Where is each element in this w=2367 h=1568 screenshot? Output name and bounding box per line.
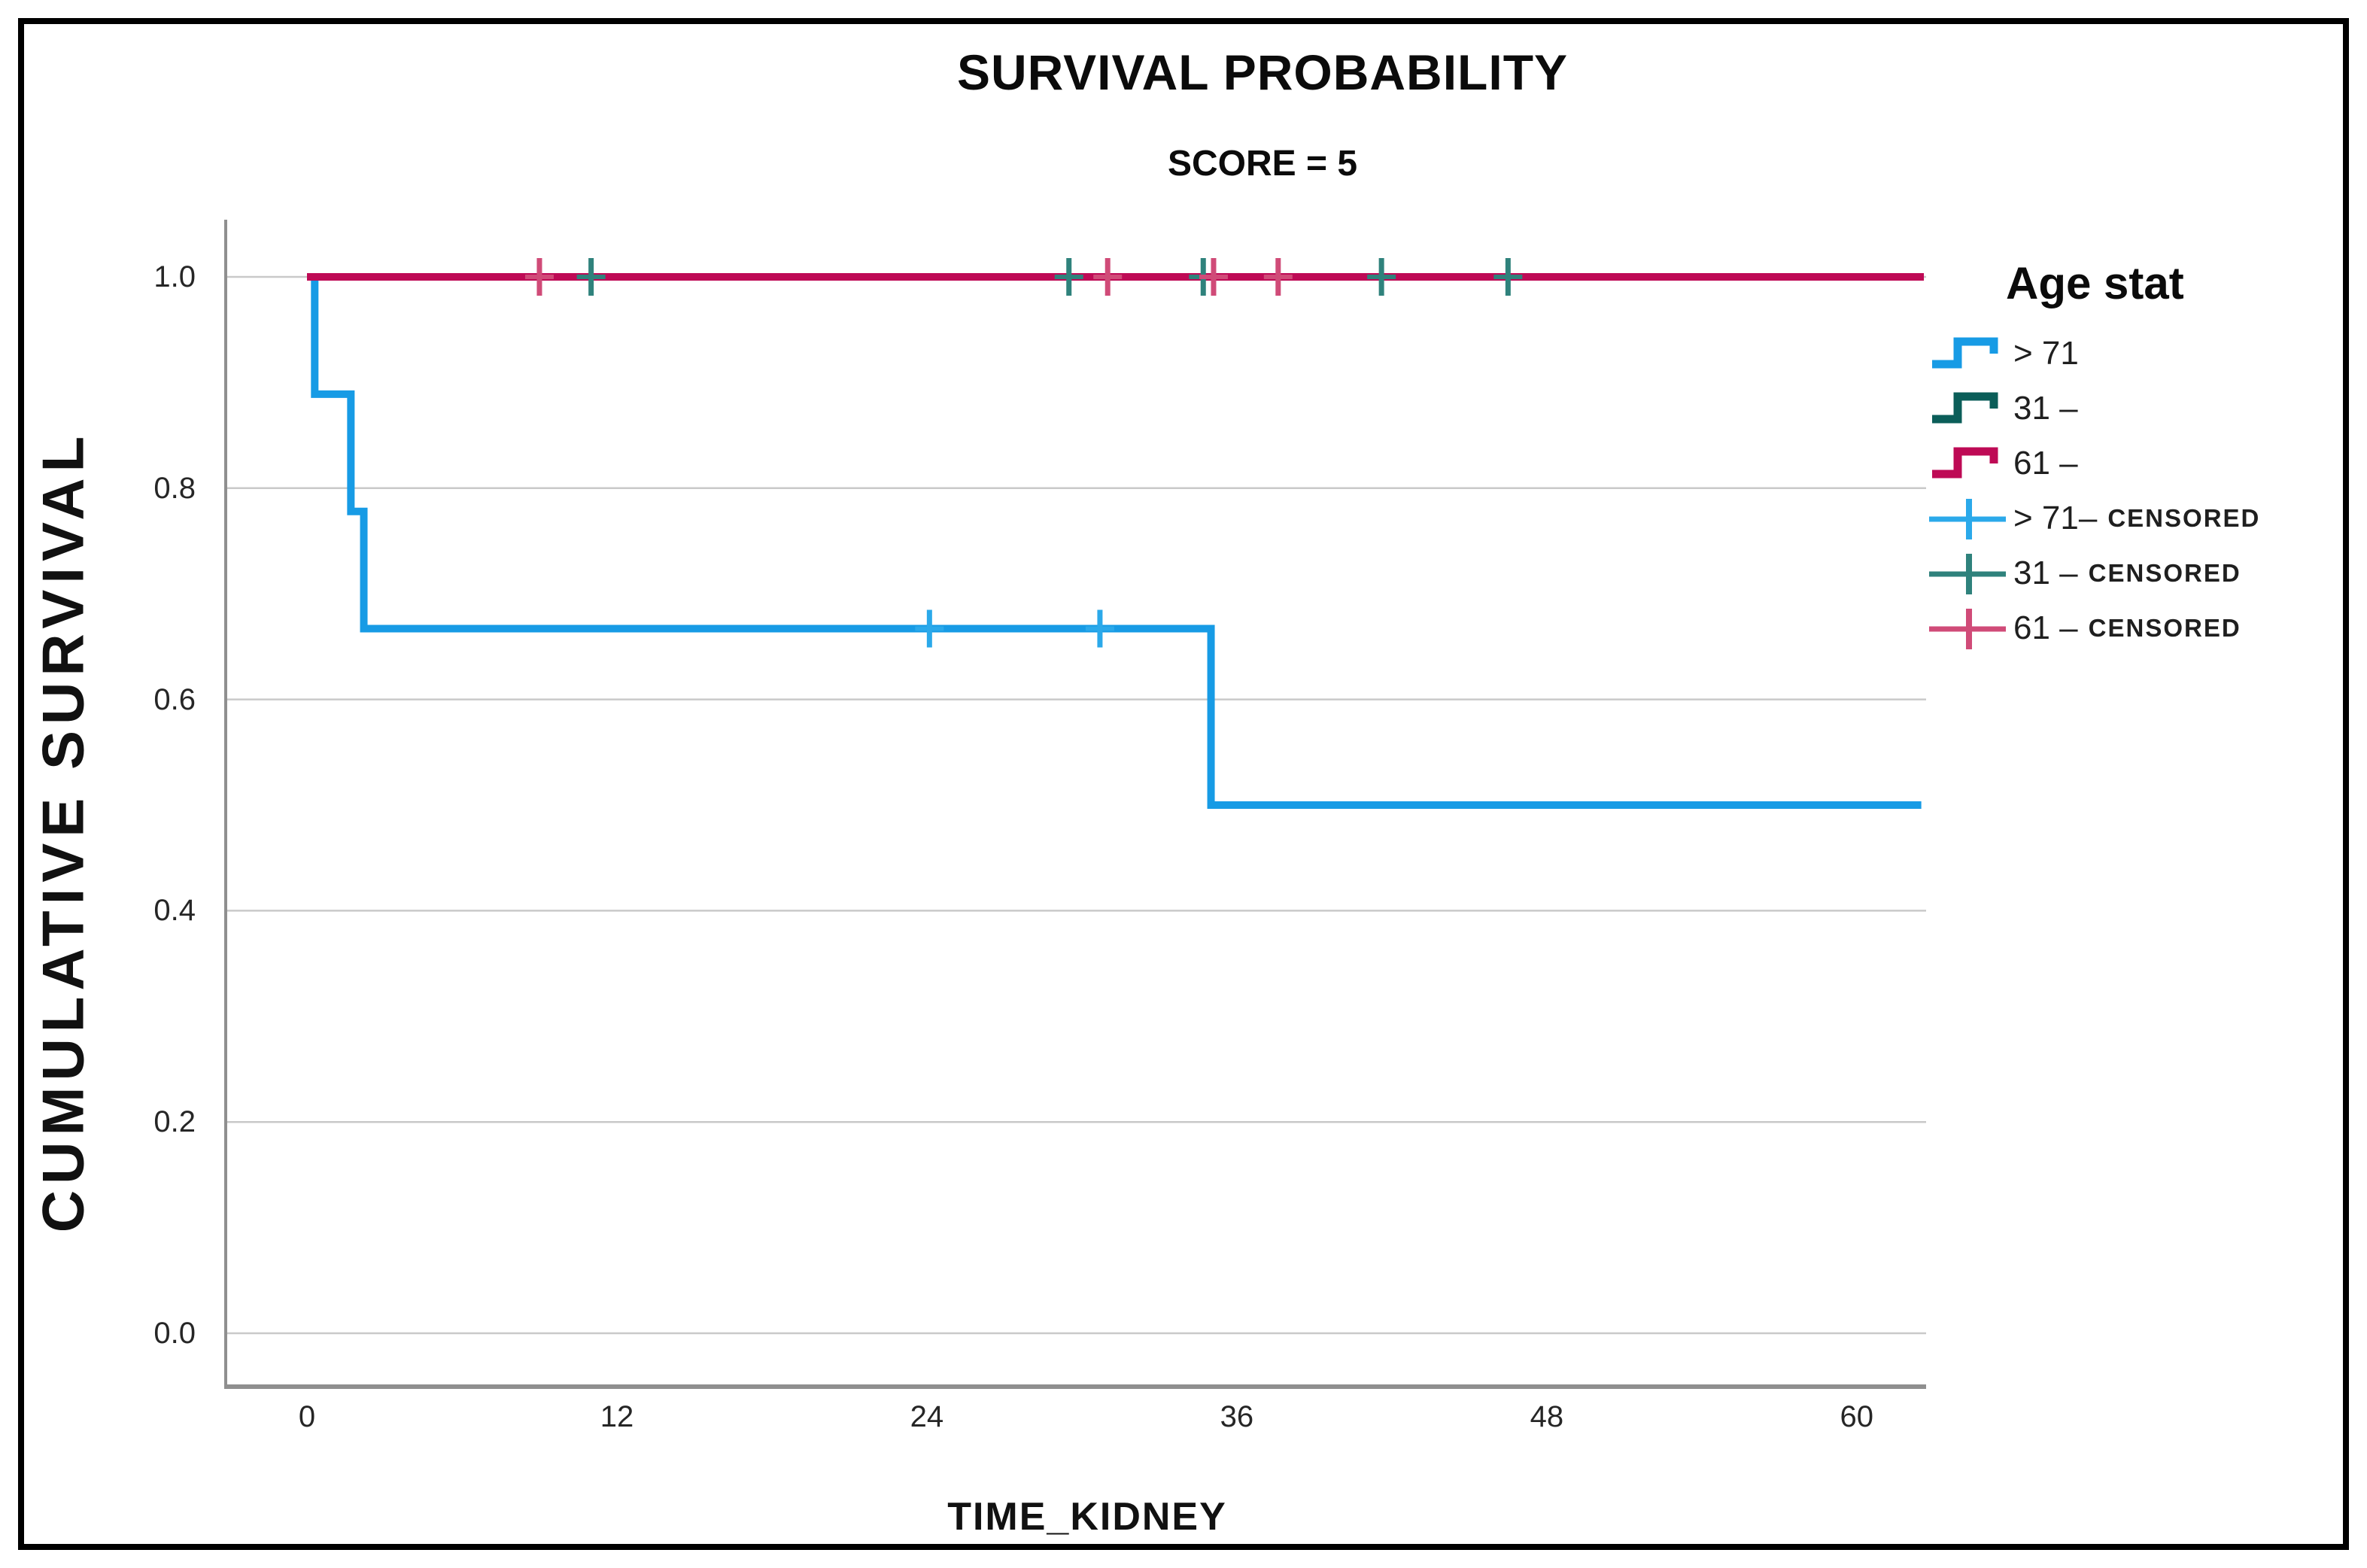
x-tick-24: 24 [910, 1400, 944, 1433]
x-tick-0: 0 [298, 1400, 316, 1433]
legend-row-0: > 71 [1928, 326, 2352, 381]
step-glyph [1932, 447, 1998, 478]
legend-row-1: 31 – [1928, 381, 2352, 436]
legend-title: Age stat [2006, 258, 2184, 308]
legend-item-censored-label: CENSORED [2088, 613, 2241, 642]
chart-title: SURVIVAL PROBABILITY [956, 44, 1569, 100]
legend-item-label: 61 – [2013, 609, 2078, 646]
legend-row-3: > 71– CENSORED [1928, 491, 2352, 545]
legend-step-swatch-icon [1932, 337, 1998, 368]
y-tick-0.6: 0.6 [153, 682, 196, 716]
legend-censored-swatch-icon [1929, 498, 2006, 539]
x-axis-label: TIME_KIDNEY [947, 1495, 1227, 1539]
legend: Age stat > 71 31 – 61 – > 71– CENSORED 31 – CE… [1928, 257, 2352, 655]
x-tick-60: 60 [1840, 1400, 1874, 1433]
y-tick-0.4: 0.4 [153, 894, 196, 928]
x-tick-12: 12 [600, 1400, 634, 1433]
legend-censored-swatch-icon [1929, 553, 2006, 594]
legend-row-4: 31 – CENSORED [1928, 545, 2352, 600]
legend-item-label: 31 – [2013, 389, 2078, 427]
legend-row-5: 61 – CENSORED [1928, 600, 2352, 655]
y-tick-1.0: 1.0 [153, 260, 196, 293]
legend-rows: > 71 31 –61 – > 71– CENSORED 31 – CENSORED 61 … [1928, 326, 2352, 655]
legend-row-2: 61 – [1928, 436, 2352, 491]
legend-step-swatch-icon [1932, 392, 1998, 423]
x-tick-36: 36 [1220, 1400, 1254, 1433]
y-tick-0.2: 0.2 [153, 1105, 196, 1139]
y-tick-0.0: 0.0 [153, 1317, 196, 1350]
x-tick-48: 48 [1530, 1400, 1564, 1433]
legend-item-label: > 71– [2013, 499, 2098, 536]
survival-curve-0 [307, 273, 1922, 809]
legend-item-censored-label: CENSORED [2088, 558, 2241, 587]
y-tick-0.8: 0.8 [153, 471, 196, 505]
legend-censored-swatch-icon [1929, 608, 2006, 649]
legend-item-label: 61 – [2013, 444, 2078, 482]
chart-subtitle: SCORE = 5 [1167, 144, 1358, 184]
legend-item-label: 31 – [2013, 554, 2078, 591]
step-glyph [1932, 337, 1998, 368]
legend-item-label: > 71 [2013, 334, 2079, 372]
legend-item-censored-label: CENSORED [2107, 503, 2261, 532]
legend-step-swatch-icon [1932, 447, 1998, 478]
step-glyph [1932, 392, 1998, 423]
